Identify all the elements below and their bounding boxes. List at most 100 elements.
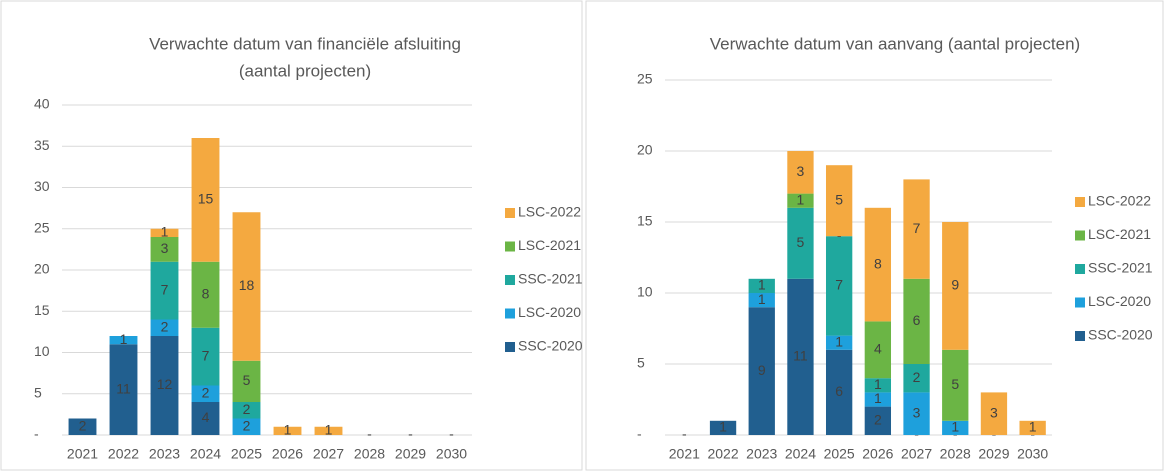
data-label: 3 (161, 240, 169, 256)
bar-segment (748, 293, 775, 308)
data-label: 5 (243, 372, 251, 388)
data-label: - (449, 426, 454, 442)
y-tick-label: 15 (34, 302, 50, 318)
bar-segment (109, 344, 138, 435)
bar-segment (150, 336, 179, 435)
data-label: 3 (797, 163, 805, 179)
bar-segment (942, 420, 969, 435)
x-tick-label: 2030 (1017, 446, 1048, 462)
data-label: 15 (198, 191, 214, 207)
legend-label: SSC-2021 (1088, 260, 1153, 276)
legend-label: LSC-2022 (1088, 193, 1151, 209)
legend-label: LSC-2021 (1088, 226, 1151, 242)
data-label: 1 (874, 376, 882, 392)
bar-segment (942, 222, 969, 350)
x-tick-label: 2028 (354, 446, 385, 462)
data-label: 6 (835, 383, 843, 399)
x-tick-label: 2023 (149, 446, 180, 462)
bar-segment (903, 179, 930, 279)
x-tick-label: 2024 (190, 446, 221, 462)
x-tick-label: 2030 (436, 446, 467, 462)
x-tick-label: 2026 (862, 446, 893, 462)
data-label: 1 (120, 331, 128, 347)
data-label: 5 (951, 376, 959, 392)
data-label: 1 (874, 390, 882, 406)
legend-swatch (505, 308, 515, 319)
data-label: 1 (325, 422, 333, 438)
legend-swatch (1075, 197, 1085, 207)
y-tick-label: 20 (637, 142, 653, 158)
x-tick-label: 2025 (231, 446, 262, 462)
data-label: 9 (758, 362, 766, 378)
data-label: 2 (243, 417, 251, 433)
bar-segment (273, 426, 302, 435)
bar-segment (825, 349, 853, 435)
data-label: 1 (719, 419, 727, 435)
data-label: 3 (913, 404, 921, 420)
bar-segment (68, 418, 97, 435)
bar-segment (980, 392, 1008, 435)
y-tick-label: 15 (637, 213, 653, 229)
bar-segment (864, 378, 892, 393)
bar-segment (864, 207, 892, 322)
bar-segment (232, 418, 261, 435)
bar-segment (232, 402, 261, 419)
legend-label: SSC-2021 (518, 271, 583, 287)
data-label: 4 (874, 341, 882, 357)
data-label: 1 (1029, 419, 1037, 435)
data-label: 2 (874, 412, 882, 428)
y-tick-label: 30 (34, 178, 50, 194)
bar-segment (787, 193, 814, 208)
bar-segment (191, 327, 220, 386)
bar-segment (787, 278, 814, 435)
data-label: 1 (758, 277, 766, 293)
data-label: 8 (874, 255, 882, 271)
data-label: 1 (951, 419, 959, 435)
data-label: 1 (161, 224, 169, 240)
bar-segment (191, 138, 220, 262)
legend-swatch (505, 342, 515, 352)
x-tick-label: 2022 (108, 446, 139, 462)
x-tick-label: 2023 (746, 446, 777, 462)
data-label: 11 (116, 380, 131, 396)
data-label: - (682, 426, 687, 442)
legend-label: SSC-2020 (1088, 327, 1153, 343)
legend-swatch (505, 241, 515, 252)
data-label: 5 (797, 234, 805, 250)
data-label: - (408, 426, 413, 442)
y-tick-label: 10 (34, 343, 50, 359)
legend-swatch (505, 275, 515, 285)
legend-label: LSC-2020 (1088, 293, 1151, 309)
data-label: 2 (161, 318, 169, 334)
x-tick-label: 2026 (272, 446, 303, 462)
data-label: 1 (758, 291, 766, 307)
panel-border (0, 0, 583, 471)
legend-swatch (1075, 230, 1085, 241)
y-tick-label: 5 (637, 355, 645, 371)
legend-label: LSC-2022 (518, 204, 581, 220)
bar-segment (191, 385, 220, 402)
data-label: 2 (913, 369, 921, 385)
bar-segment (1019, 420, 1046, 435)
y-tick-label: - (637, 426, 642, 442)
bar-segment (232, 360, 261, 402)
panel-border (585, 0, 1164, 471)
data-label: 6 (913, 312, 921, 328)
data-label: 7 (161, 281, 169, 297)
chart-title: Verwachte datum van aanvang (aantal proj… (710, 34, 1080, 53)
data-label: 1 (284, 422, 292, 438)
data-label: - (367, 426, 372, 442)
bar-segment (232, 212, 261, 361)
legend-swatch (1075, 331, 1085, 341)
bar-segment (109, 336, 138, 345)
data-label: 2 (202, 384, 210, 400)
legend-swatch (505, 208, 515, 218)
legend-swatch (1075, 297, 1085, 308)
y-tick-label: 35 (34, 137, 50, 153)
data-label: 18 (239, 277, 255, 293)
data-label: 8 (202, 285, 210, 301)
bar-segment (942, 349, 969, 421)
bar-segment (150, 261, 179, 320)
bar-segment (314, 426, 343, 435)
